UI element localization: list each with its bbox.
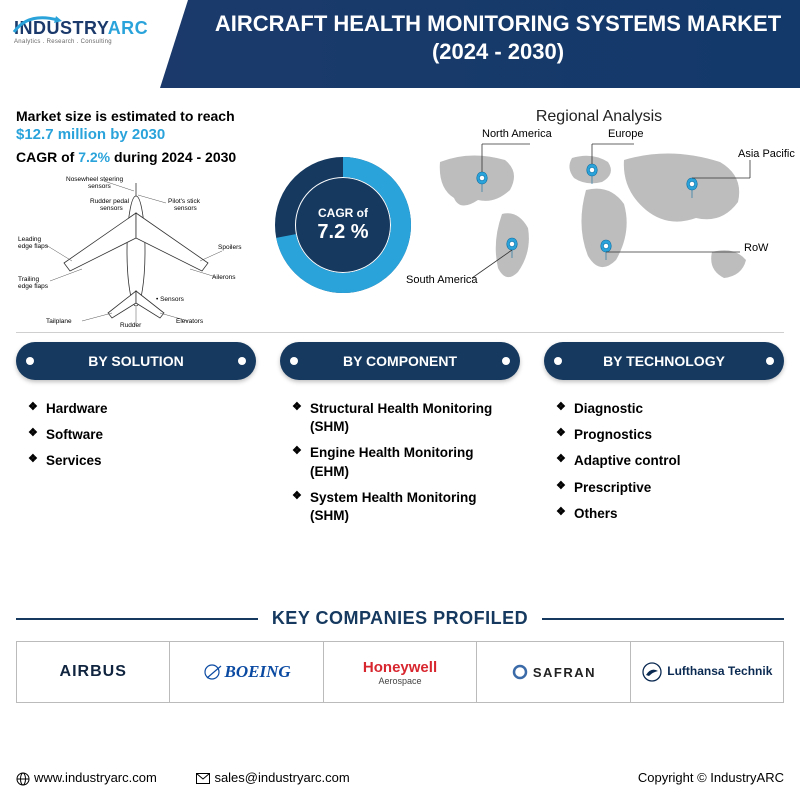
donut-label: CAGR of (318, 206, 368, 220)
footer-website[interactable]: www.industryarc.com (16, 770, 175, 785)
list-item: Diagnostic (556, 396, 780, 422)
donut-center: CAGR of 7.2 % (296, 178, 390, 272)
market-stats: Market size is estimated to reach $12.7 … (16, 108, 396, 328)
cagr-value: 7.2% (78, 149, 110, 165)
logo: INDUSTRYARC Analytics . Research . Consu… (14, 18, 148, 45)
market-size-value: $12.7 million by 2030 (16, 126, 396, 143)
svg-text:Rudder: Rudder (120, 322, 142, 328)
aircraft-diagram: Nosewheel steeringsensors Rudder pedalse… (16, 173, 256, 328)
card-body-component: Structural Health Monitoring (SHM) Engin… (280, 390, 520, 535)
svg-text:Ailerons: Ailerons (212, 274, 236, 281)
svg-text:sensors: sensors (100, 205, 124, 212)
list-item: System Health Monitoring (SHM) (292, 485, 516, 529)
company-airbus: AIRBUS (17, 642, 170, 702)
list-item: Others (556, 501, 780, 527)
regional-title: Regional Analysis (410, 108, 788, 126)
regional-analysis: Regional Analysis (410, 108, 788, 327)
region-label-eu: Europe (608, 128, 643, 140)
cagr-suffix: during 2024 - 2030 (110, 149, 236, 165)
boeing-swoosh-icon (203, 662, 223, 682)
card-head-technology: BY TECHNOLOGY (544, 342, 784, 380)
companies-row: AIRBUS BOEING HoneywellAerospace SAFRAN … (16, 641, 784, 703)
svg-text:Rudder pedal: Rudder pedal (90, 198, 130, 205)
cagr-prefix: CAGR of (16, 149, 78, 165)
list-item: Software (28, 422, 252, 448)
divider (16, 332, 784, 333)
region-label-row: RoW (744, 242, 768, 254)
key-companies: KEY COMPANIES PROFILED AIRBUS BOEING Hon… (16, 608, 784, 703)
list-item: Prescriptive (556, 475, 780, 501)
card-component: BY COMPONENT Structural Health Monitorin… (280, 342, 520, 535)
svg-text:• Sensors: • Sensors (156, 296, 185, 303)
svg-text:Leading: Leading (18, 236, 42, 243)
market-size-label: Market size is estimated to reach (16, 108, 396, 124)
page-title: AIRCRAFT HEALTH MONITORING SYSTEMS MARKE… (208, 10, 788, 65)
cagr-donut: CAGR of 7.2 % (274, 156, 412, 294)
company-safran: SAFRAN (477, 642, 630, 702)
card-body-technology: Diagnostic Prognostics Adaptive control … (544, 390, 784, 533)
card-head-component: BY COMPONENT (280, 342, 520, 380)
footer: www.industryarc.com sales@industryarc.co… (16, 770, 784, 786)
card-head-solution: BY SOLUTION (16, 342, 256, 380)
card-solution: BY SOLUTION Hardware Software Services (16, 342, 256, 535)
card-body-solution: Hardware Software Services (16, 390, 256, 481)
company-honeywell: HoneywellAerospace (324, 642, 477, 702)
svg-text:Tailplane: Tailplane (46, 318, 72, 325)
companies-title: KEY COMPANIES PROFILED (16, 608, 784, 629)
mail-icon (196, 773, 210, 785)
footer-left: www.industryarc.com sales@industryarc.co… (16, 770, 386, 786)
company-boeing: BOEING (170, 642, 323, 702)
footer-copyright: Copyright © IndustryARC (638, 770, 784, 786)
logo-text-right: ARC (108, 18, 149, 38)
region-label-apac: Asia Pacific (738, 148, 795, 160)
region-label-sa: South America (406, 274, 478, 286)
svg-text:Pilot's stick: Pilot's stick (168, 198, 201, 205)
company-lufthansa: Lufthansa Technik (631, 642, 783, 702)
list-item: Engine Health Monitoring (EHM) (292, 440, 516, 484)
region-label-na: North America (482, 128, 552, 140)
logo-tagline: Analytics . Research . Consulting (14, 39, 148, 45)
list-item: Prognostics (556, 422, 780, 448)
list-item: Structural Health Monitoring (SHM) (292, 396, 516, 440)
svg-text:sensors: sensors (88, 183, 112, 190)
svg-text:Nosewheel steering: Nosewheel steering (66, 176, 123, 183)
title-banner: AIRCRAFT HEALTH MONITORING SYSTEMS MARKE… (160, 0, 800, 88)
list-item: Adaptive control (556, 448, 780, 474)
svg-text:Trailing: Trailing (18, 276, 39, 283)
safran-ring-icon (511, 663, 529, 681)
svg-text:sensors: sensors (174, 205, 198, 212)
svg-text:Spoilers: Spoilers (218, 244, 242, 251)
world-map: North America Europe Asia Pacific RoW So… (410, 132, 788, 327)
card-technology: BY TECHNOLOGY Diagnostic Prognostics Ada… (544, 342, 784, 535)
logo-arc-icon (8, 10, 68, 36)
segment-cards: BY SOLUTION Hardware Software Services B… (16, 342, 784, 535)
footer-email[interactable]: sales@industryarc.com (196, 770, 367, 785)
svg-text:edge flaps: edge flaps (18, 243, 49, 250)
donut-value: 7.2 % (317, 221, 368, 244)
header: INDUSTRYARC Analytics . Research . Consu… (0, 0, 800, 95)
svg-text:Elevators: Elevators (176, 318, 204, 325)
svg-text:edge flaps: edge flaps (18, 283, 49, 290)
lufthansa-crane-icon (641, 661, 663, 683)
list-item: Hardware (28, 396, 252, 422)
globe-icon (16, 772, 30, 786)
list-item: Services (28, 448, 252, 474)
